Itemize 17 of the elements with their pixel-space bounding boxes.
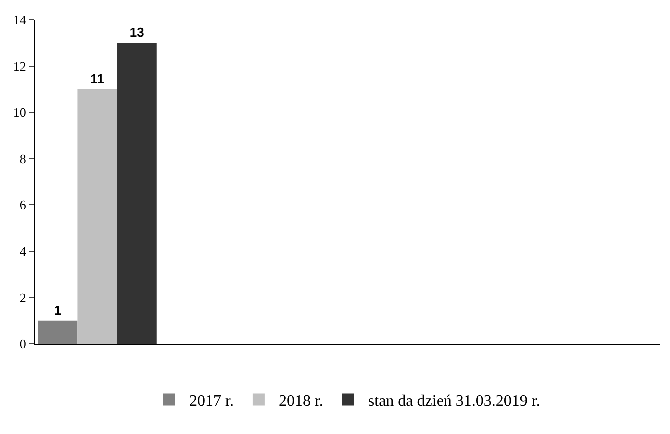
y-tick-label: 2 [20, 290, 26, 306]
bar [117, 43, 157, 344]
y-tick-label: 0 [20, 336, 26, 352]
bar [78, 89, 118, 344]
legend-label: stan da dzień 31.03.2019 r. [368, 393, 540, 410]
y-tick-label: 6 [20, 198, 27, 213]
legend-label: 2018 r. [278, 393, 324, 410]
data-label: 1 [54, 302, 62, 318]
y-tick-label: 4 [20, 244, 27, 259]
data-label: 13 [130, 25, 144, 40]
y-tick-label: 10 [13, 105, 26, 120]
legend-label: 2017 r. [190, 393, 234, 410]
y-tick-label: 14 [13, 12, 27, 28]
y-tick-label: 12 [13, 58, 26, 74]
y-tick-label: 8 [20, 151, 26, 166]
bar [38, 320, 78, 344]
data-label: 11 [90, 71, 104, 86]
